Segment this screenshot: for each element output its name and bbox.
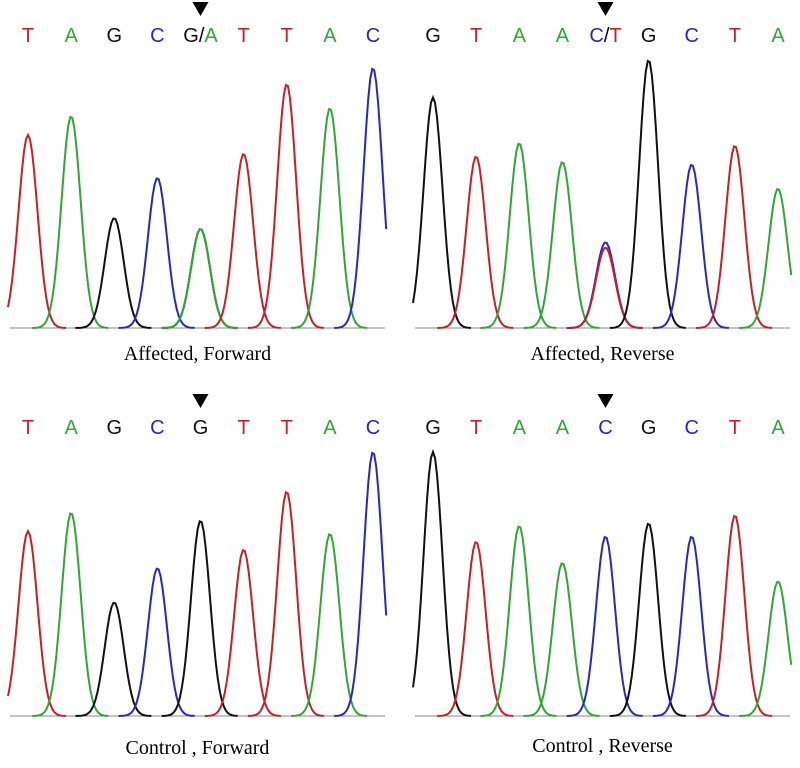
peak-A-3 — [523, 562, 600, 717]
peak-G-2 — [75, 217, 152, 329]
panel-control-reverse: G T A A C G C T A Control , Reverse — [405, 392, 800, 768]
base-call-3: A — [556, 417, 570, 439]
caption-affected-forward: Affected, Forward — [123, 343, 272, 365]
peak-G-4 — [161, 520, 238, 717]
base-call-8: C — [366, 25, 380, 47]
base-call-0: G — [425, 417, 441, 439]
peak-T-5 — [204, 549, 281, 717]
base-call-8: A — [771, 25, 785, 47]
peak-G-6 — [609, 59, 686, 329]
peak-C-3 — [118, 177, 195, 329]
chromatogram-affected-forward: T A G C G/A T T A C — [7, 2, 388, 329]
peak-G-4 — [161, 228, 238, 329]
peak-G-2 — [75, 601, 152, 717]
peak-A-9 — [739, 188, 793, 329]
peak-A-7 — [291, 533, 368, 717]
peak-A-8 — [291, 107, 368, 329]
peak-C-8 — [334, 451, 388, 717]
peak-T-0 — [7, 132, 66, 329]
base-call-8: C — [366, 417, 380, 439]
peak-A-2 — [480, 525, 557, 717]
base-call-3: C — [150, 417, 164, 439]
peak-T-0 — [7, 528, 66, 717]
base-call-4: G/A — [183, 25, 218, 47]
peak-C-4 — [566, 535, 643, 717]
base-call-2: A — [513, 417, 527, 439]
peak-T-7 — [247, 83, 324, 329]
base-call-1: A — [64, 417, 78, 439]
peak-T-5 — [566, 246, 643, 329]
base-call-6: C — [685, 25, 699, 47]
base-call-5: T — [238, 25, 250, 47]
peak-C-3 — [118, 567, 195, 717]
peak-A-8 — [739, 580, 793, 717]
base-call-7: A — [323, 417, 337, 439]
peak-T-6 — [247, 490, 324, 717]
caption-control-forward: Control , Forward — [125, 737, 270, 759]
caption-affected-reverse: Affected, Reverse — [530, 343, 675, 365]
base-call-7: T — [729, 417, 741, 439]
peak-A-1 — [32, 115, 109, 329]
base-call-0: G — [425, 25, 441, 47]
base-call-2: A — [513, 25, 527, 47]
peak-T-8 — [696, 145, 773, 329]
caption-control-reverse: Control , Reverse — [532, 735, 673, 757]
variant-marker-icon — [192, 394, 209, 408]
peak-A-5 — [161, 228, 238, 329]
peak-T-6 — [204, 153, 281, 329]
base-call-2: G — [106, 417, 122, 439]
base-call-6: T — [281, 25, 293, 47]
panel-affected-forward: T A G C G/A T T A C Affected, Forward — [0, 0, 395, 380]
base-call-4: G — [193, 417, 209, 439]
panel-affected-reverse: G T A A C/T G C T A Affected, Reverse — [405, 0, 800, 380]
panel-control-forward: T A G C G T T A C Control , Forward — [0, 392, 395, 768]
base-call-1: A — [64, 25, 78, 47]
base-call-5: G — [641, 25, 657, 47]
variant-marker-icon — [192, 2, 209, 16]
base-call-8: A — [771, 417, 785, 439]
peak-C-9 — [334, 67, 388, 329]
base-call-1: T — [470, 25, 482, 47]
base-call-2: G — [106, 25, 122, 47]
base-call-3: C — [150, 25, 164, 47]
peak-A-3 — [523, 161, 600, 329]
peak-T-7 — [696, 514, 773, 717]
base-call-3: A — [556, 25, 570, 47]
peak-T-1 — [437, 541, 514, 717]
peak-G-0 — [412, 448, 472, 717]
peak-C-6 — [652, 535, 729, 717]
base-call-5: T — [238, 417, 250, 439]
base-call-4: C — [598, 417, 612, 439]
base-call-7: T — [729, 25, 741, 47]
peak-G-5 — [609, 522, 686, 717]
base-call-6: T — [281, 417, 293, 439]
peak-T-1 — [437, 155, 514, 329]
base-call-6: C — [685, 417, 699, 439]
chromatogram-affected-reverse: G T A A C/T G C T A — [412, 2, 793, 329]
peak-G-0 — [412, 94, 472, 329]
variant-marker-icon — [597, 394, 614, 408]
variant-marker-icon — [597, 2, 614, 16]
base-call-7: A — [323, 25, 337, 47]
peak-A-2 — [480, 142, 557, 329]
peak-C-7 — [652, 163, 729, 329]
base-call-1: T — [470, 417, 482, 439]
base-call-0: T — [22, 25, 34, 47]
base-call-0: T — [22, 417, 34, 439]
peak-A-1 — [32, 512, 109, 717]
base-call-4: C/T — [589, 25, 621, 47]
base-call-5: G — [641, 417, 657, 439]
